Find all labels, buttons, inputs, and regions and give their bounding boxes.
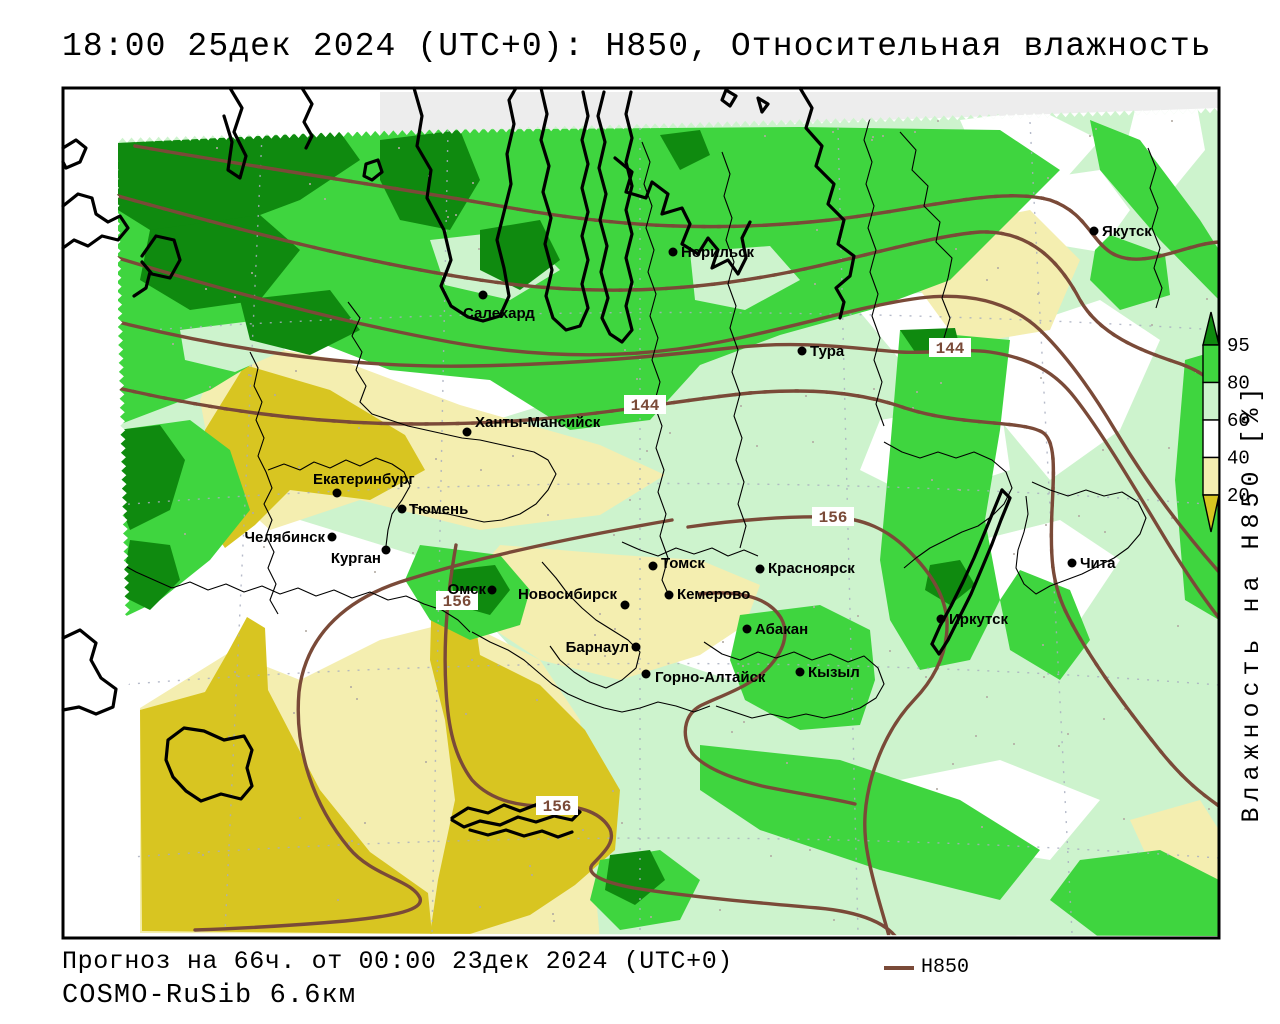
city-Норильск: Норильск <box>668 244 754 261</box>
city-label: Норильск <box>681 244 754 261</box>
city-Томск: Томск <box>648 555 705 572</box>
city-Челябинск: Челябинск <box>244 529 337 546</box>
h850-legend-line <box>884 965 914 970</box>
city-label: Якутск <box>1102 223 1152 240</box>
city-dot <box>487 585 497 595</box>
city-Кызыл: Кызыл <box>795 664 860 681</box>
city-label: Горно-Алтайск <box>655 669 766 686</box>
coastlines <box>61 86 1012 839</box>
city-label: Тура <box>810 343 845 360</box>
city-Красноярск: Красноярск <box>755 560 855 577</box>
city-dot <box>936 614 946 624</box>
svg-text:144: 144 <box>936 340 965 358</box>
contour-labels: 144 144 156 156 156 <box>436 338 971 816</box>
city-dot <box>664 590 674 600</box>
city-dot <box>381 545 391 555</box>
city-dot <box>462 427 472 437</box>
city-dot <box>1089 226 1099 236</box>
city-label: Челябинск <box>244 529 325 546</box>
city-Тура: Тура <box>797 343 845 360</box>
h850-legend-label: H850 <box>921 956 970 979</box>
city-dot <box>641 669 651 679</box>
city-label: Кемерово <box>677 586 750 603</box>
svg-text:144: 144 <box>631 397 660 415</box>
city-dot <box>327 532 337 542</box>
city-label: Кызыл <box>808 664 860 681</box>
city-Иркутск: Иркутск <box>936 611 1008 628</box>
city-label: Омск <box>448 581 487 598</box>
h850-contours <box>116 144 1219 936</box>
city-label: Абакан <box>755 621 808 638</box>
city-label: Ханты-Мансийск <box>475 414 601 431</box>
nodata-band <box>380 92 1219 138</box>
city-label: Новосибирск <box>518 586 618 603</box>
svg-text:156: 156 <box>543 798 572 816</box>
colorbar-tick-80: 80 <box>1227 373 1250 395</box>
city-markers: Норильск Салехард Тура Якутск Ханты-Мансийск… <box>244 223 1152 686</box>
city-dot <box>1067 558 1077 568</box>
colorbar-tick-20: 20 <box>1227 485 1250 507</box>
admin-borders <box>117 108 1163 719</box>
city-Ханты-Мансийск: Ханты-Мансийск <box>462 414 601 437</box>
city-label: Томск <box>661 555 705 572</box>
page-title: 18:00 25дек 2024 (UTC+0): H850, Относите… <box>62 28 1212 65</box>
city-Абакан: Абакан <box>742 621 808 638</box>
city-dot <box>795 667 805 677</box>
colorbar-title: Влажность на H850 [%] <box>1237 381 1266 822</box>
city-Омск: Омск <box>448 581 497 598</box>
city-Курган: Курган <box>331 545 391 567</box>
city-Чита: Чита <box>1067 555 1116 572</box>
city-dot <box>332 488 342 498</box>
city-label: Салехард <box>463 305 535 322</box>
city-Якутск: Якутск <box>1089 223 1152 240</box>
city-dot <box>742 624 752 634</box>
humidity-colorbar: 95 80 60 40 20 <box>1202 311 1250 533</box>
city-label: Барнаул <box>566 639 629 656</box>
city-label: Красноярск <box>768 560 855 577</box>
colorbar-tick-60: 60 <box>1227 410 1250 432</box>
map-frame <box>61 86 1221 940</box>
city-label: Тюмень <box>409 501 468 518</box>
city-dot <box>797 346 807 356</box>
colorbar-tick-40: 40 <box>1227 448 1250 470</box>
model-info: COSMO-RuSib 6.6км <box>62 981 357 1011</box>
svg-text:156: 156 <box>819 509 848 527</box>
city-dot <box>668 247 678 257</box>
city-Кемерово: Кемерово <box>664 586 750 603</box>
city-dot <box>755 564 765 574</box>
city-Салехард: Салехард <box>463 290 535 322</box>
city-dot <box>631 642 641 652</box>
city-label: Чита <box>1080 555 1116 572</box>
colorbar-tick-95: 95 <box>1227 335 1250 357</box>
city-label: Курган <box>331 550 381 567</box>
city-dot <box>620 600 630 610</box>
city-label: Иркутск <box>949 611 1008 628</box>
city-Горно-Алтайск: Горно-Алтайск <box>641 669 766 686</box>
city-dot <box>648 561 658 571</box>
city-Тюмень: Тюмень <box>397 501 468 518</box>
forecast-info: Прогноз на 66ч. от 00:00 23дек 2024 (UTC… <box>62 947 733 976</box>
city-dot <box>478 290 488 300</box>
graticule <box>117 121 1219 934</box>
city-dot <box>397 504 407 514</box>
city-Барнаул: Барнаул <box>566 639 641 656</box>
city-label: Екатеринбург <box>313 471 415 488</box>
city-Новосибирск: Новосибирск <box>518 586 630 610</box>
city-Екатеринбург: Екатеринбург <box>313 471 415 498</box>
contour-legend: H850 <box>884 956 969 979</box>
svg-text:156: 156 <box>443 593 472 611</box>
